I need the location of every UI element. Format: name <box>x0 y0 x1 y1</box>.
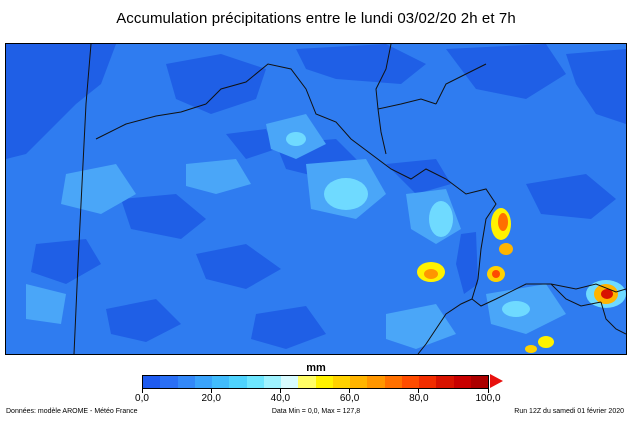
colorbar-segment <box>470 376 488 388</box>
colorbar-segment <box>229 376 247 388</box>
colorbar-tick <box>349 388 351 393</box>
colorbar-segment <box>263 376 281 388</box>
map-canvas <box>6 44 626 354</box>
colorbar-segment <box>350 376 368 388</box>
colorbar-segment <box>367 376 385 388</box>
colorbar-tick <box>210 388 212 393</box>
colorbar-tick-label: 80,0 <box>409 393 429 404</box>
colorbar-tick <box>487 388 489 393</box>
colorbar-tick <box>141 388 143 393</box>
colorbar-segment <box>453 376 471 388</box>
colorbar-segment <box>194 376 212 388</box>
colorbar-tick-label: 60,0 <box>339 393 360 404</box>
colorbar-segment <box>384 376 402 388</box>
colorbar-segment <box>419 376 437 388</box>
colorbar-segment <box>160 376 178 388</box>
colorbar-segment <box>315 376 333 388</box>
heavy-precip-cells <box>417 208 618 353</box>
colorbar-segment <box>212 376 230 388</box>
country-borders <box>73 44 626 354</box>
colorbar-segment <box>177 376 195 388</box>
colorbar-segment <box>246 376 264 388</box>
data-min-max-note: Data Min = 0,0, Max = 127,8 <box>271 408 361 415</box>
colorbar-tick-label: 40,0 <box>270 393 291 404</box>
colorbar-overflow-arrow <box>490 374 503 388</box>
colorbar-tick-label: 20,0 <box>201 393 221 404</box>
precipitation-map[interactable] <box>5 43 627 355</box>
low-precip-areas <box>6 44 626 349</box>
colorbar-ticks <box>141 388 489 394</box>
colorbar-tick <box>418 388 420 393</box>
colorbar-segment <box>143 376 161 388</box>
colorbar-tick-label: 100,0 <box>475 393 501 404</box>
data-source-note: Données: modèle AROME - Météo France <box>6 408 138 415</box>
colorbar-segment <box>281 376 299 388</box>
colorbar-tick-label: 0,0 <box>135 393 149 404</box>
colorbar-tick <box>279 388 281 393</box>
colorbar-unit: mm <box>306 362 326 374</box>
map-title: Accumulation précipitations entre le lun… <box>116 10 516 27</box>
model-run-note: Run 12Z du samedi 01 février 2020 <box>514 408 624 415</box>
colorbar-segment <box>401 376 419 388</box>
colorbar-segment <box>298 376 316 388</box>
colorbar <box>142 375 489 389</box>
colorbar-segment <box>332 376 350 388</box>
colorbar-segment <box>436 376 454 388</box>
